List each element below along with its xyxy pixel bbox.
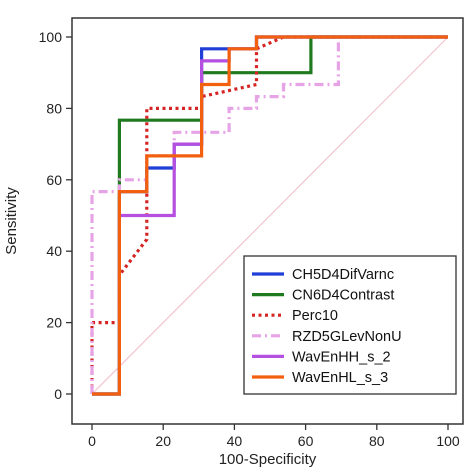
- x-tick-label: 60: [298, 433, 314, 449]
- y-tick-label: 20: [46, 315, 62, 331]
- y-axis-label: Sensitivity: [3, 187, 20, 255]
- plot-area: [90, 35, 449, 396]
- y-tick-label: 0: [54, 386, 62, 402]
- legend-entry-label: CN6D4Contrast: [292, 288, 394, 304]
- x-tick-label: 80: [369, 433, 385, 449]
- x-axis-label: 100-Specificity: [219, 451, 317, 468]
- reference-diagonal-line: [91, 36, 449, 395]
- plot-frame: [71, 17, 464, 425]
- y-tick-label: 80: [46, 100, 62, 116]
- series-line-wavenhl-s-3: [92, 35, 448, 396]
- x-tick-label: 20: [155, 433, 171, 449]
- legend-box: [243, 255, 457, 395]
- legend-entry-label: Perc10: [292, 308, 338, 324]
- y-tick-label: 60: [46, 172, 62, 188]
- x-tick-label: 100: [436, 433, 460, 449]
- legend-entry-label: WavEnHL_s_3: [292, 370, 388, 386]
- axes: 0 20 40 60 80 100 0 20 40 60 80 100: [39, 17, 464, 449]
- y-tick-label: 40: [46, 243, 62, 259]
- legend-entry-label: RZD5GLevNonU: [292, 329, 402, 345]
- series-line-rzd5glevnonu: [90, 35, 448, 394]
- y-tick-label: 100: [39, 29, 63, 45]
- x-tick-label: 40: [227, 433, 243, 449]
- legend-entry-label: WavEnHH_s_2: [292, 349, 391, 365]
- legend-entry-label: CH5D4DifVarnc: [292, 267, 394, 283]
- x-tick-label: 0: [88, 433, 96, 449]
- legend: CH5D4DifVarnc CN6D4Contrast Perc10 RZD5GLev…: [243, 255, 457, 395]
